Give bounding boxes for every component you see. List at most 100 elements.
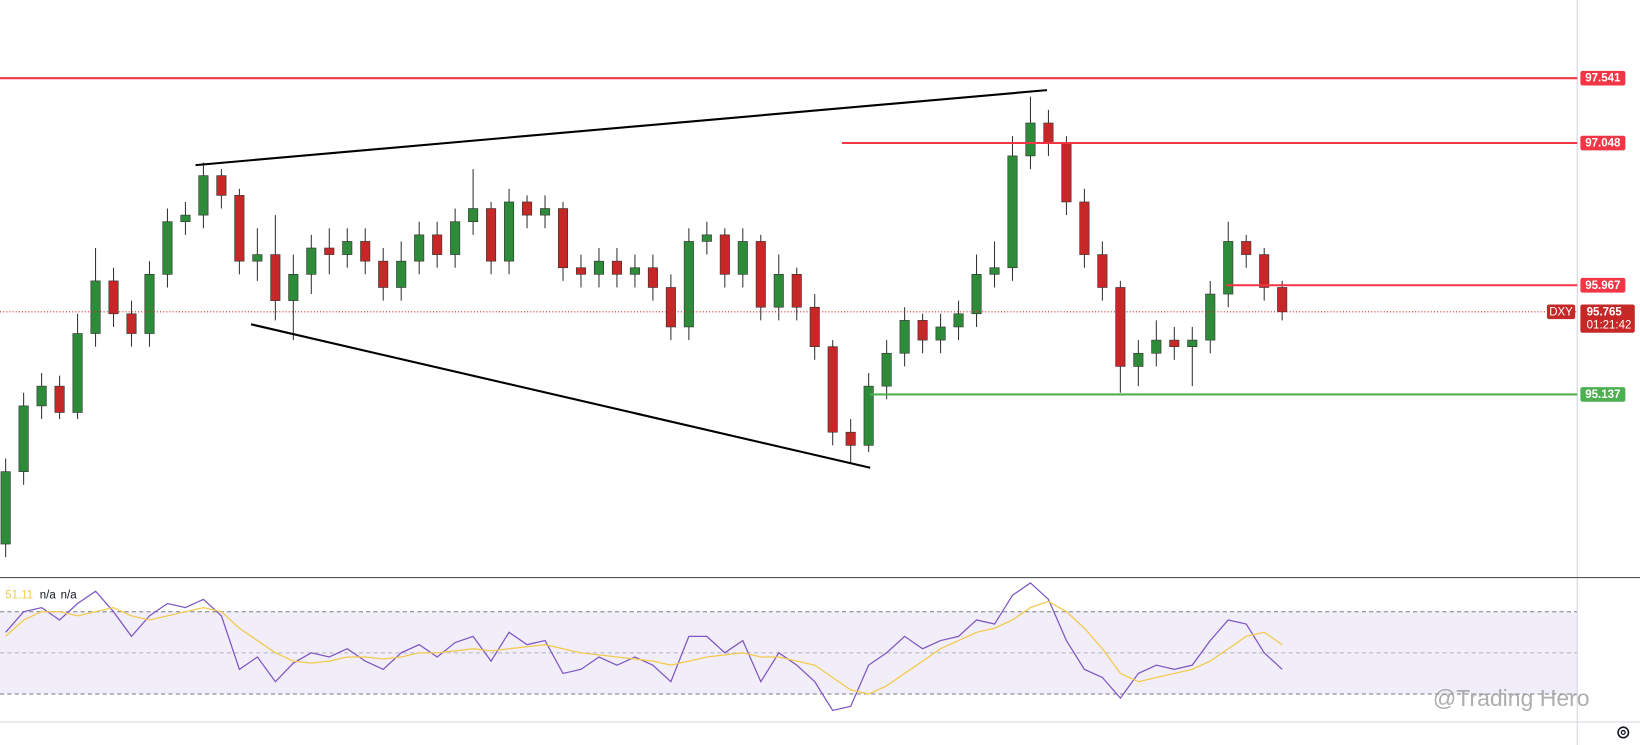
- legend-value: n/a: [40, 589, 57, 601]
- candle-body: [593, 260, 604, 275]
- symbol-box: [1546, 304, 1576, 320]
- candle-body: [522, 201, 533, 216]
- candle-body: [737, 241, 748, 275]
- candle-body: [809, 306, 820, 347]
- candle-body: [180, 214, 191, 223]
- candle-body: [755, 241, 766, 308]
- candle-body: [72, 333, 83, 413]
- candle-body: [557, 208, 569, 269]
- candle-body: [953, 313, 964, 328]
- candle-body: [36, 385, 47, 407]
- candle-body: [1241, 241, 1252, 255]
- candle-body: [971, 274, 982, 315]
- candle-body: [827, 346, 838, 433]
- candle-body: [683, 241, 694, 328]
- candle-body: [90, 280, 101, 334]
- candle-body: [791, 274, 802, 308]
- level-label: 95.137: [1585, 389, 1620, 401]
- candle-body: [198, 175, 209, 216]
- candle-body: [719, 234, 730, 275]
- candle-body: [342, 241, 353, 255]
- trend-line: [195, 89, 1048, 167]
- candle-body: [270, 254, 281, 301]
- candle-body: [126, 313, 137, 334]
- candle-body: [1061, 142, 1072, 203]
- candle-body: [845, 431, 856, 446]
- candle-body: [1223, 241, 1234, 295]
- level-label: 97.541: [1585, 73, 1621, 85]
- candle-body: [1205, 293, 1216, 341]
- level-label: 95.967: [1585, 280, 1620, 292]
- candle-body: [701, 234, 712, 242]
- candle-body: [1277, 287, 1288, 313]
- candle-body: [288, 274, 299, 301]
- candle-body: [414, 234, 425, 262]
- candle-body: [54, 385, 65, 413]
- trend-line: [250, 323, 871, 469]
- candle-body: [1043, 122, 1054, 144]
- candle-body: [18, 405, 29, 472]
- candle-body: [234, 195, 245, 262]
- candle-body: [935, 326, 946, 341]
- candle-body: [450, 221, 461, 255]
- candle-body: [881, 352, 892, 387]
- candle-body: [899, 320, 910, 354]
- candle-body: [324, 247, 335, 255]
- candle-body: [0, 471, 11, 545]
- candle-body: [468, 208, 479, 223]
- candle-body: [1025, 122, 1036, 157]
- settings-icon[interactable]: [1617, 726, 1630, 739]
- symbol-label: DXY: [1549, 306, 1573, 318]
- candle-body: [1115, 287, 1126, 367]
- gear: [1617, 726, 1630, 739]
- level-label-box: [1580, 387, 1626, 402]
- candle-body: [540, 208, 551, 216]
- legend-value: n/a: [61, 589, 78, 601]
- current-price-label: 95.765: [1587, 306, 1623, 318]
- rsi-line: [5, 582, 1283, 712]
- level-label-box: [1580, 70, 1626, 86]
- watermark: @Trading Hero: [1433, 685, 1590, 711]
- candle-body: [108, 280, 119, 315]
- candle-body: [1187, 339, 1198, 347]
- marks: [0, 96, 1288, 712]
- candle-body: [647, 267, 658, 288]
- candle-body: [1097, 254, 1108, 288]
- level-label: 97.048: [1585, 138, 1621, 150]
- candle-body: [863, 385, 874, 446]
- candle-body: [360, 241, 371, 262]
- candle-body: [773, 274, 784, 308]
- candle-body: [917, 320, 928, 341]
- candle-body: [611, 260, 622, 275]
- candle-body: [1169, 339, 1180, 347]
- candle-body: [1151, 339, 1162, 354]
- candle-body: [162, 221, 173, 275]
- rsi-ma-line: [5, 600, 1283, 695]
- candle-body: [216, 175, 227, 196]
- overlay: 97.541 97.048 95.967 95.137 DXY 95.76501:21:4…: [0, 70, 1635, 711]
- candle-body: [1079, 201, 1090, 255]
- gear-hub: [1620, 729, 1626, 735]
- countdown-label: 01:21:42: [1587, 319, 1632, 331]
- candle-body: [665, 287, 676, 328]
- candle-body: [504, 201, 515, 262]
- candle-body: [252, 254, 263, 262]
- candle-body: [629, 267, 640, 275]
- candle-body: [989, 267, 1000, 275]
- candle-body: [575, 267, 587, 275]
- candle-body: [432, 234, 443, 255]
- candle-body: [1007, 155, 1018, 269]
- candle-body: [378, 260, 389, 288]
- level-label-box: [1580, 277, 1626, 293]
- candle-body: [306, 247, 317, 275]
- legend-value: 51.11: [5, 589, 33, 601]
- level-label-box: [1580, 135, 1626, 151]
- grid: [0, 611, 1578, 695]
- candle-body: [486, 208, 497, 262]
- candle-body: [144, 274, 155, 334]
- candle-body: [396, 260, 407, 288]
- candle-body: [1133, 352, 1144, 367]
- price-box: [1580, 304, 1635, 333]
